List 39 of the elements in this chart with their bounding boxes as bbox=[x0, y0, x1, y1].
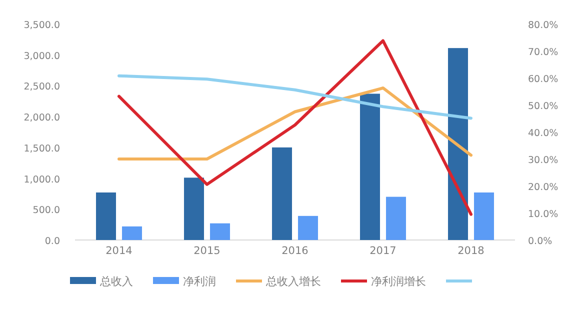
bar bbox=[122, 226, 142, 240]
bar bbox=[272, 147, 292, 240]
line-series bbox=[118, 74, 472, 120]
y-tick-label: 3,500.0 bbox=[24, 20, 60, 31]
y2-tick-label: 20.0% bbox=[528, 182, 558, 193]
bar bbox=[210, 223, 230, 240]
x-tick-label: 2016 bbox=[282, 245, 309, 257]
x-tick-label: 2017 bbox=[370, 245, 396, 257]
y2-tick-label: 0.0% bbox=[528, 236, 552, 247]
y-tick-label: 2,000.0 bbox=[24, 112, 60, 124]
bar bbox=[474, 192, 494, 240]
bar bbox=[448, 48, 468, 240]
line-series bbox=[118, 39, 472, 216]
y-tick-label: 500.0 bbox=[32, 205, 60, 216]
bar bbox=[96, 192, 116, 240]
bar bbox=[360, 94, 380, 240]
legend-label: 净利润增长 bbox=[371, 275, 426, 288]
y-tick-label: 1,500.0 bbox=[24, 143, 60, 154]
x-tick-label: 2014 bbox=[106, 245, 133, 257]
bar bbox=[298, 216, 318, 240]
y-tick-label: 1,000.0 bbox=[24, 174, 60, 186]
x-tick-label: 2015 bbox=[194, 245, 220, 257]
y-tick-label: 0.0 bbox=[44, 236, 60, 247]
legend-label: 总收入 bbox=[99, 275, 133, 288]
line-series bbox=[118, 86, 472, 160]
y-tick-label: 2,500.0 bbox=[24, 82, 60, 93]
x-tick-label: 2018 bbox=[458, 245, 484, 257]
y2-tick-label: 40.0% bbox=[528, 128, 558, 139]
y-tick-label: 3,000.0 bbox=[24, 50, 60, 62]
y2-tick-label: 50.0% bbox=[528, 101, 558, 112]
y2-tick-label: 10.0% bbox=[528, 209, 558, 220]
bar bbox=[184, 178, 204, 240]
y2-tick-label: 70.0% bbox=[528, 47, 558, 58]
legend-label: 总收入增长 bbox=[265, 275, 321, 288]
bar bbox=[386, 196, 406, 240]
y2-tick-label: 60.0% bbox=[528, 74, 558, 85]
legend-label: 净利润 bbox=[183, 275, 216, 288]
y2-tick-label: 30.0% bbox=[528, 155, 558, 166]
y2-tick-label: 80.0% bbox=[528, 20, 558, 31]
